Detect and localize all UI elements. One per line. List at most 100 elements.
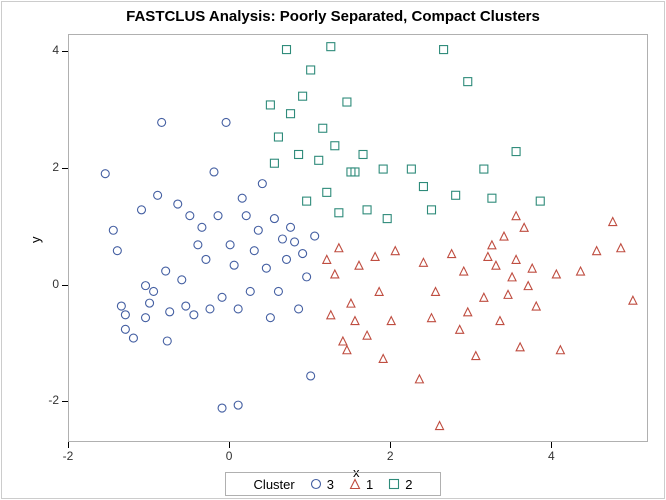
legend-title: Cluster xyxy=(254,477,295,492)
x-tick-mark xyxy=(229,442,230,448)
data-point xyxy=(629,296,637,304)
data-point xyxy=(391,247,399,255)
data-point xyxy=(327,43,335,51)
data-point xyxy=(532,302,540,310)
data-point xyxy=(238,194,246,202)
data-point xyxy=(363,206,371,214)
y-tick-label: 0 xyxy=(52,277,59,291)
y-tick-mark xyxy=(62,168,68,169)
data-point xyxy=(436,422,444,430)
data-point xyxy=(452,191,460,199)
data-point xyxy=(258,180,266,188)
data-point xyxy=(488,241,496,249)
square-icon xyxy=(387,477,401,491)
data-point xyxy=(270,215,278,223)
data-point xyxy=(347,299,355,307)
data-point xyxy=(440,46,448,54)
data-point xyxy=(492,261,500,269)
data-point xyxy=(524,282,532,290)
data-point xyxy=(556,346,564,354)
data-point xyxy=(163,337,171,345)
data-point xyxy=(206,305,214,313)
data-point xyxy=(448,250,456,258)
data-point xyxy=(129,334,137,342)
data-point xyxy=(234,305,242,313)
y-tick-mark xyxy=(62,285,68,286)
data-point xyxy=(287,110,295,118)
data-point xyxy=(432,287,440,295)
data-point xyxy=(101,170,109,178)
data-point xyxy=(299,92,307,100)
data-point xyxy=(142,282,150,290)
data-point xyxy=(387,317,395,325)
data-point xyxy=(500,232,508,240)
data-point xyxy=(375,287,383,295)
data-point xyxy=(335,209,343,217)
data-point xyxy=(254,226,262,234)
y-tick-label: 2 xyxy=(52,160,59,174)
data-point xyxy=(504,290,512,298)
data-point xyxy=(142,314,150,322)
data-point xyxy=(347,168,355,176)
data-point xyxy=(109,226,117,234)
legend-label: 1 xyxy=(366,477,373,492)
data-point xyxy=(186,212,194,220)
data-point xyxy=(428,314,436,322)
data-point xyxy=(472,352,480,360)
y-tick-mark xyxy=(62,51,68,52)
data-point xyxy=(343,346,351,354)
data-point xyxy=(295,150,303,158)
data-point xyxy=(303,273,311,281)
data-point xyxy=(266,101,274,109)
y-tick-label: -2 xyxy=(48,393,59,407)
y-tick-label: 4 xyxy=(52,43,59,57)
legend-label: 2 xyxy=(405,477,412,492)
data-point xyxy=(162,267,170,275)
data-point xyxy=(307,66,315,74)
data-point xyxy=(291,238,299,246)
data-point xyxy=(407,165,415,173)
x-tick-label: -2 xyxy=(58,449,78,463)
data-point xyxy=(488,194,496,202)
data-point xyxy=(113,247,121,255)
data-point xyxy=(363,331,371,339)
data-point xyxy=(359,150,367,158)
data-point xyxy=(331,270,339,278)
data-point xyxy=(210,168,218,176)
data-point xyxy=(512,148,520,156)
legend-item: 3 xyxy=(309,477,334,492)
data-point xyxy=(323,255,331,263)
data-point xyxy=(121,325,129,333)
data-point xyxy=(278,235,286,243)
data-point xyxy=(182,302,190,310)
data-point xyxy=(307,372,315,380)
data-point xyxy=(194,241,202,249)
data-point xyxy=(512,255,520,263)
data-point xyxy=(158,118,166,126)
data-point xyxy=(512,212,520,220)
legend-item: 1 xyxy=(348,477,373,492)
data-point xyxy=(371,252,379,260)
data-point xyxy=(464,78,472,86)
data-point xyxy=(552,270,560,278)
data-point xyxy=(226,241,234,249)
data-point xyxy=(464,308,472,316)
data-point xyxy=(270,159,278,167)
data-point xyxy=(274,133,282,141)
data-point xyxy=(234,401,242,409)
data-point xyxy=(480,165,488,173)
data-point xyxy=(198,223,206,231)
data-point xyxy=(428,206,436,214)
data-point xyxy=(311,232,319,240)
data-point xyxy=(379,165,387,173)
data-point xyxy=(283,46,291,54)
x-tick-label: 2 xyxy=(380,449,400,463)
data-point xyxy=(335,244,343,252)
data-point xyxy=(480,293,488,301)
data-point xyxy=(319,124,327,132)
data-point xyxy=(460,267,468,275)
data-point xyxy=(577,267,585,275)
data-point xyxy=(419,258,427,266)
data-point xyxy=(315,156,323,164)
legend-item: 2 xyxy=(387,477,412,492)
